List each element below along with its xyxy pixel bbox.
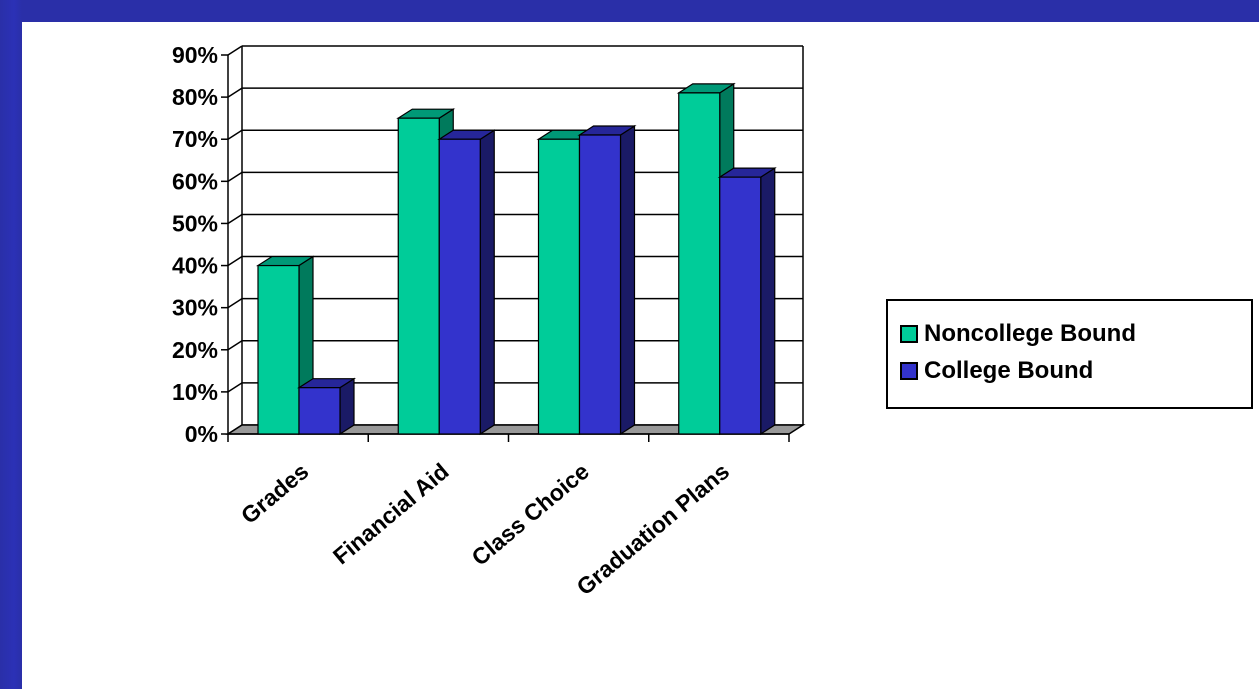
bar-noncollege — [678, 92, 721, 435]
x-category-label: Graduation Plans — [571, 458, 734, 600]
bar-noncollege — [257, 264, 300, 435]
y-tick-label: 30% — [172, 295, 218, 321]
legend-item-college: College Bound — [900, 356, 1093, 386]
gridline-side — [227, 87, 243, 98]
y-tick-label: 80% — [172, 84, 218, 110]
x-category-label: Class Choice — [466, 458, 593, 571]
legend-swatch-noncollege — [900, 325, 918, 343]
gridline-side — [227, 171, 243, 182]
gridline-side — [227, 340, 243, 351]
gridline-side — [227, 255, 243, 267]
y-tick-label: 60% — [172, 168, 218, 194]
chart-legend: Noncollege Bound College Bound — [886, 299, 1253, 409]
gridline-side — [227, 45, 243, 56]
y-tick-label: 70% — [172, 126, 218, 152]
bar-college — [298, 387, 341, 435]
legend-label-college: College Bound — [924, 357, 1094, 384]
gridline-side — [227, 382, 243, 393]
y-tick-label: 50% — [172, 210, 218, 236]
bar-college — [578, 134, 622, 435]
y-tick-label: 10% — [172, 379, 218, 405]
bar-chart: 0% 10% 20% 30% 40% 50% 60% 70% 80% 90% Grades Finan… — [172, 42, 806, 600]
x-category-label: Financial Aid — [328, 458, 454, 569]
legend-label-noncollege: Noncollege Bound — [924, 320, 1136, 347]
bar-noncollege — [397, 117, 440, 435]
y-tick-label: 20% — [172, 337, 218, 363]
bar-side — [479, 129, 495, 436]
slide-canvas: 0% 10% 20% 30% 40% 50% 60% 70% 80% 90% Grades Finan… — [22, 22, 1259, 689]
y-tick-label: 0% — [185, 421, 218, 447]
gridline-side — [227, 213, 243, 225]
bar-college — [438, 138, 481, 435]
x-category-label: Grades — [236, 458, 313, 529]
y-tick-label: 90% — [172, 42, 218, 68]
bar-side — [760, 167, 776, 436]
bar-noncollege — [537, 138, 581, 435]
bar-side — [619, 124, 636, 436]
legend-swatch-college — [900, 362, 918, 380]
gridline-side — [227, 298, 243, 309]
bar-college — [719, 176, 762, 435]
legend-item-noncollege: Noncollege Bound — [900, 319, 1136, 349]
gridline-side — [227, 129, 243, 140]
y-tick-label: 40% — [172, 253, 218, 279]
